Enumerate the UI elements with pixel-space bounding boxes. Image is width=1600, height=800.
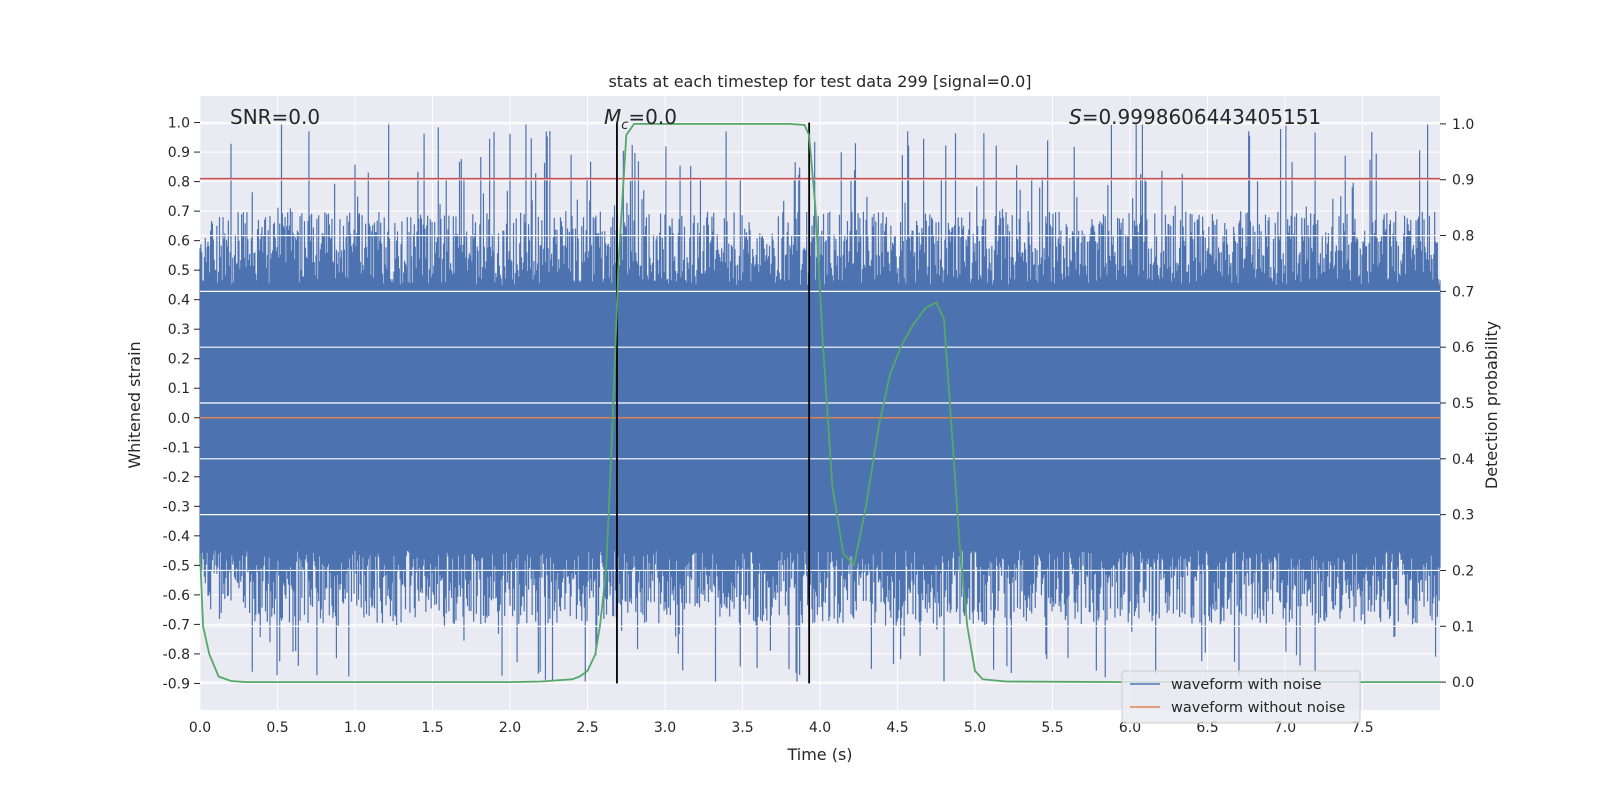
x-axis-label: Time (s) bbox=[786, 745, 852, 764]
mc-subscript: c bbox=[621, 118, 628, 133]
x-tick-label: 3.0 bbox=[654, 720, 676, 736]
chart-title: stats at each timestep for test data 299… bbox=[608, 72, 1031, 91]
overlay-lines bbox=[199, 122, 1440, 684]
y2-tick-label: 0.7 bbox=[1452, 284, 1474, 300]
legend-box bbox=[1121, 670, 1361, 724]
y-tick-label: 0.2 bbox=[168, 352, 190, 368]
y-tick-label: -0.2 bbox=[163, 470, 190, 486]
s-annotation: S=0.9998606443405151 bbox=[1069, 105, 1321, 129]
mc-symbol: M bbox=[604, 105, 621, 129]
x-tick-label: 4.0 bbox=[809, 720, 831, 736]
axes: 0.0 0.5 1.0 1.5 2.0 2.5 3.0 3.5 4.0 4.5 5.0 5.5 6.0 6… bbox=[163, 116, 1475, 736]
x-tick-label: 1.5 bbox=[421, 720, 443, 736]
y-tick-label: 0.7 bbox=[168, 204, 190, 220]
y-tick-label: -0.8 bbox=[163, 647, 190, 663]
y2-tick-label: 1.0 bbox=[1452, 117, 1474, 133]
legend: waveform with noise waveform without noi… bbox=[1121, 670, 1361, 724]
x-tick-label: 4.5 bbox=[886, 720, 908, 736]
y-tick-label: 0.3 bbox=[168, 322, 190, 338]
y-tick-label: -0.1 bbox=[163, 440, 190, 456]
x-tick-label: 0.5 bbox=[266, 720, 288, 736]
y-tick-label: -0.9 bbox=[163, 676, 190, 692]
y-tick-label: 0.6 bbox=[168, 234, 190, 250]
y-tick-label: 0.5 bbox=[168, 263, 190, 279]
y2-tick-label: 0.9 bbox=[1452, 173, 1474, 189]
y2-tick-label: 0.5 bbox=[1452, 396, 1474, 412]
x-tick-label: 6.5 bbox=[1196, 720, 1218, 736]
y2-tick-label: 0.1 bbox=[1452, 619, 1474, 635]
y2-axis-label: Detection probability bbox=[1482, 321, 1501, 489]
legend-label-noise: waveform with noise bbox=[1171, 677, 1322, 693]
y2-tick-label: 0.2 bbox=[1452, 563, 1474, 579]
x-tick-label: 5.0 bbox=[964, 720, 986, 736]
y2-tick-label: 0.3 bbox=[1452, 508, 1474, 524]
y-axis-label: Whitened strain bbox=[125, 341, 144, 468]
x-tick-label: 2.5 bbox=[576, 720, 598, 736]
mc-value: =0.0 bbox=[628, 105, 677, 129]
y-tick-label: -0.7 bbox=[163, 617, 190, 633]
y-tick-label: 0.9 bbox=[168, 145, 190, 161]
y2-tick-label: 0.0 bbox=[1452, 675, 1474, 691]
snr-annotation: SNR=0.0 bbox=[230, 105, 320, 129]
y-tick-label: 0.1 bbox=[168, 381, 190, 397]
x-tick-label: 2.0 bbox=[499, 720, 521, 736]
y-tick-label: -0.4 bbox=[163, 529, 190, 545]
y2-tick-label: 0.4 bbox=[1452, 452, 1474, 468]
x-tick-label: 6.0 bbox=[1119, 720, 1141, 736]
s-symbol: S bbox=[1069, 105, 1082, 129]
x-tick-label: 0.0 bbox=[189, 720, 211, 736]
x-tick-label: 7.0 bbox=[1274, 720, 1296, 736]
x-tick-label: 5.5 bbox=[1041, 720, 1063, 736]
x-tick-label: 3.5 bbox=[731, 720, 753, 736]
legend-label-clean: waveform without noise bbox=[1171, 700, 1345, 716]
y-tick-label: 0.8 bbox=[168, 175, 190, 191]
y-tick-label: 0.0 bbox=[168, 411, 190, 427]
y-tick-label: 1.0 bbox=[168, 116, 190, 132]
y-tick-label: 0.4 bbox=[168, 293, 190, 309]
y-tick-label: -0.6 bbox=[163, 588, 190, 604]
x-tick-label: 7.5 bbox=[1351, 720, 1373, 736]
y2-tick-label: 0.8 bbox=[1452, 229, 1474, 245]
y-tick-label: -0.3 bbox=[163, 499, 190, 515]
y-tick-label: -0.5 bbox=[163, 558, 190, 574]
mc-annotation: Mc=0.0 bbox=[604, 105, 677, 133]
s-value: =0.9998606443405151 bbox=[1082, 105, 1321, 129]
x-tick-label: 1.0 bbox=[344, 720, 366, 736]
y2-tick-label: 0.6 bbox=[1452, 340, 1474, 356]
detection-probability-line bbox=[199, 123, 1440, 683]
